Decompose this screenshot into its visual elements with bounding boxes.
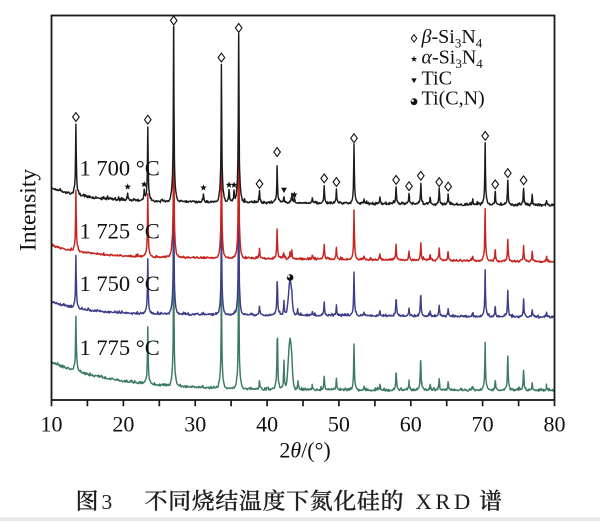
- svg-text:30: 30: [184, 412, 206, 437]
- svg-text:α-Si3N4: α-Si3N4: [422, 46, 484, 71]
- svg-text:10: 10: [41, 412, 63, 437]
- svg-text:50: 50: [328, 412, 350, 437]
- svg-text:3: 3: [102, 490, 113, 514]
- svg-text:XRD: XRD: [416, 489, 474, 514]
- svg-text:1 700 °C: 1 700 °C: [80, 155, 160, 180]
- svg-text:70: 70: [472, 412, 494, 437]
- svg-text:1 750 °C: 1 750 °C: [80, 271, 160, 296]
- svg-text:β-Si3N4: β-Si3N4: [421, 26, 483, 51]
- svg-text:1 775 °C: 1 775 °C: [80, 335, 160, 360]
- svg-text:80: 80: [544, 412, 566, 437]
- svg-text:TiC: TiC: [422, 67, 452, 89]
- svg-text:Ti(C,N): Ti(C,N): [422, 88, 485, 110]
- svg-text:60: 60: [400, 412, 422, 437]
- svg-text:20: 20: [112, 412, 134, 437]
- svg-text:2θ/(°): 2θ/(°): [279, 438, 330, 463]
- svg-text:40: 40: [256, 412, 278, 437]
- svg-text:Intensity: Intensity: [16, 169, 42, 251]
- svg-text:1 725 °C: 1 725 °C: [80, 219, 160, 244]
